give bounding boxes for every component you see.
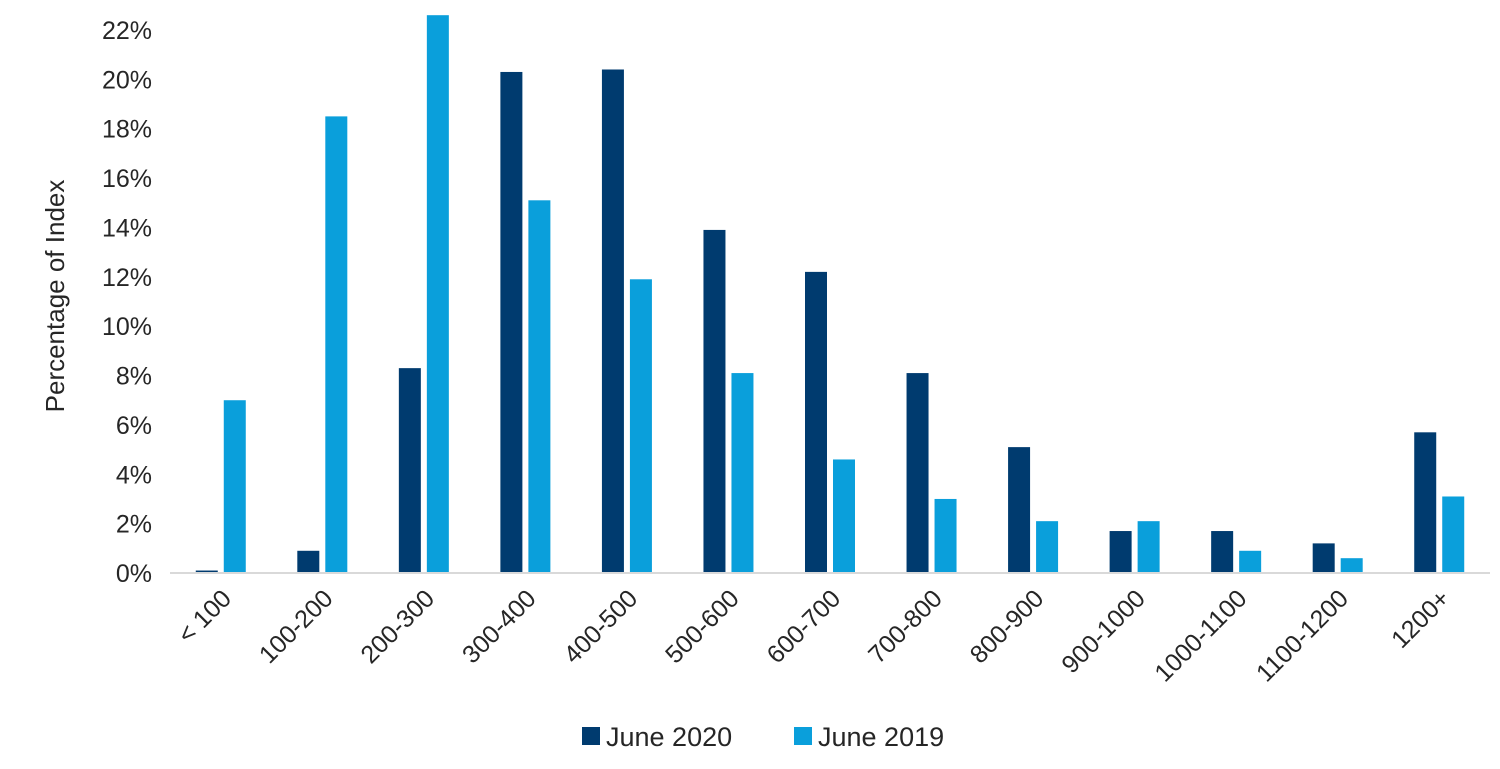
x-category-label: 600-700	[762, 584, 847, 669]
legend-swatch	[582, 727, 600, 745]
bar-june-2020	[805, 271, 827, 573]
bar-june-2019	[833, 459, 855, 573]
bar-june-2020	[1008, 447, 1031, 573]
x-axis-labels: < 100 100-200 200-300 300-400 400-500 500-600…	[172, 584, 1455, 687]
bar-june-2020	[703, 229, 726, 573]
y-tick-label: 4%	[116, 461, 152, 489]
y-tick-label: 20%	[102, 66, 152, 94]
bar-june-2020	[1312, 543, 1335, 573]
y-tick-label: 10%	[102, 313, 152, 341]
bar-june-2019	[426, 15, 449, 573]
x-category-label: 1000-1100	[1149, 584, 1252, 687]
x-category-label: < 100	[172, 584, 237, 649]
x-category-label: 800-900	[965, 584, 1050, 669]
bar-june-2020	[906, 373, 929, 573]
x-category-label: 700-800	[863, 584, 948, 669]
x-category-label: 900-1000	[1056, 584, 1151, 679]
legend-swatch	[794, 727, 812, 745]
y-axis-title: Percentage of Index	[40, 180, 70, 413]
y-tick-label: 18%	[102, 116, 152, 144]
bar-june-2020	[601, 69, 624, 573]
bar-june-2019	[1239, 550, 1262, 573]
bar-june-2019	[1340, 558, 1363, 573]
bar-june-2019	[629, 279, 652, 573]
x-category-label: 1200+	[1386, 584, 1455, 653]
legend-label: June 2019	[818, 722, 944, 752]
bar-june-2019	[1442, 496, 1465, 573]
bar-june-2020	[1109, 531, 1132, 573]
x-category-label: 200-300	[355, 584, 440, 669]
bars	[195, 15, 1465, 574]
bar-june-2020	[195, 570, 218, 573]
bar-june-2019	[731, 373, 754, 573]
y-tick-label: 16%	[102, 165, 152, 193]
legend-label: June 2020	[606, 722, 732, 752]
bar-june-2020	[500, 71, 523, 573]
x-category-label: 100-200	[254, 584, 339, 669]
y-tick-label: 0%	[116, 560, 152, 588]
y-tick-label: 22%	[102, 17, 152, 45]
bar-june-2020	[1211, 531, 1234, 573]
bar-june-2019	[1137, 521, 1160, 573]
y-tick-label: 2%	[116, 511, 152, 539]
bar-june-2019	[325, 116, 348, 574]
bar-june-2019	[1036, 521, 1059, 573]
bar-june-2020	[1414, 432, 1437, 573]
x-category-label: 1100-1200	[1251, 584, 1354, 687]
x-category-label: 400-500	[558, 584, 643, 669]
x-category-label: 500-600	[660, 584, 745, 669]
bar-june-2020	[297, 550, 320, 573]
bar-june-2019	[528, 200, 551, 573]
y-tick-label: 12%	[102, 264, 152, 292]
y-tick-label: 6%	[116, 412, 152, 440]
x-category-label: 300-400	[457, 584, 542, 669]
bar-june-2019	[934, 498, 957, 573]
y-axis-ticks: 0% 2% 4% 6% 8% 10% 12% 14% 16% 18% 20% 22%	[102, 17, 152, 588]
bar-june-2019	[223, 400, 246, 573]
y-tick-label: 14%	[102, 214, 152, 242]
bar-june-2020	[398, 368, 421, 573]
legend: June 2020 June 2019	[582, 722, 944, 752]
y-tick-label: 8%	[116, 363, 152, 391]
